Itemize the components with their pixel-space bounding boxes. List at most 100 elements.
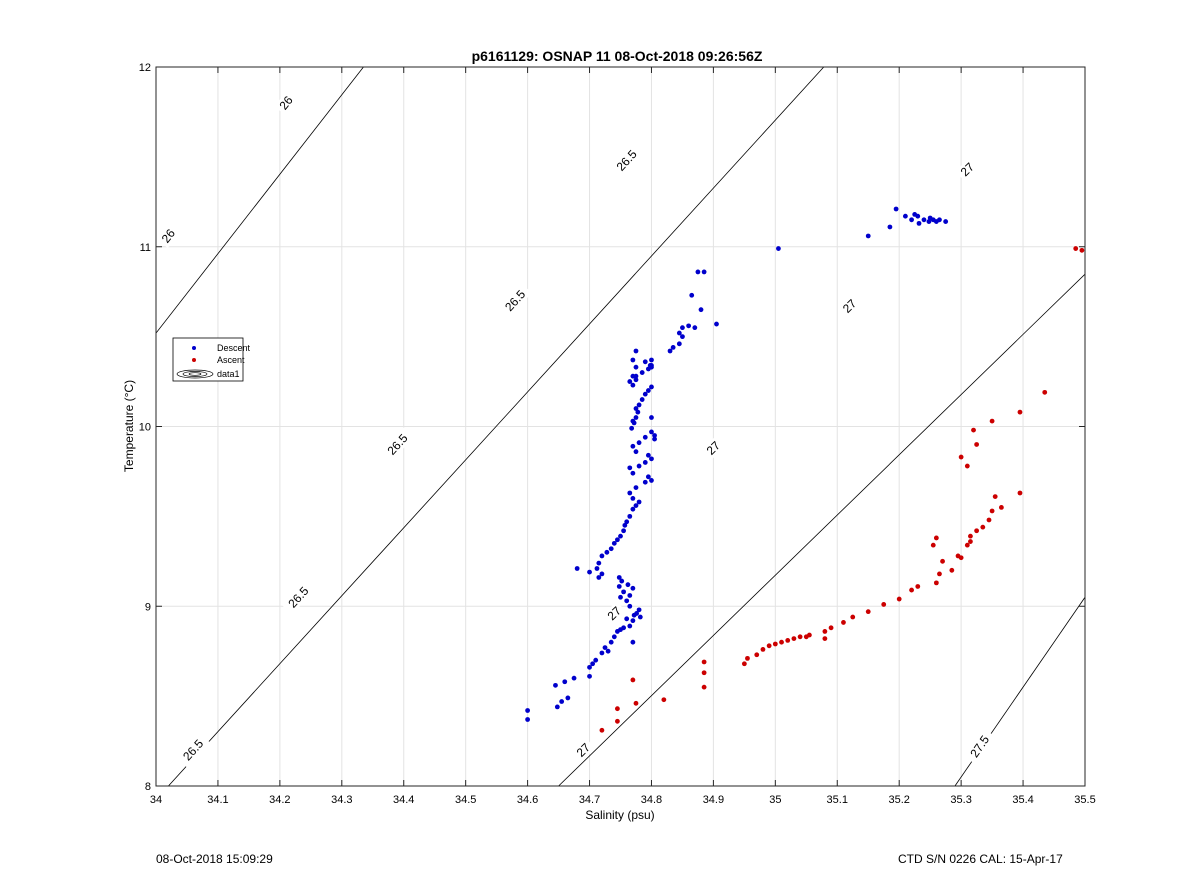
descent-point [633,377,639,383]
descent-point [776,246,781,251]
descent-point [865,233,871,239]
descent-point [615,537,620,543]
descent-point [633,503,639,508]
descent-point [559,699,565,704]
descent-point [636,499,642,505]
descent-point [574,566,580,571]
descent-point [599,571,605,577]
descent-point [630,443,636,449]
ascent-point [933,580,939,586]
descent-point [630,373,636,379]
descent-point [627,623,633,629]
legend-contour-icon [176,369,214,379]
descent-point [642,391,648,397]
contour-label-bg [274,90,298,116]
descent-point [618,594,623,600]
ascent-point [701,670,707,676]
x-tick-label: 34.9 [703,794,724,806]
descent-point [642,479,648,485]
descent-point [634,611,640,616]
descent-point [909,217,914,223]
x-tick-label: 35.1 [827,794,848,806]
descent-point [565,695,571,701]
descent-point [649,415,654,420]
ascent-point [909,587,914,593]
descent-point [616,575,622,580]
descent-point [630,470,636,476]
ascent-point [968,533,973,539]
descent-point [636,402,642,408]
descent-point [676,341,682,347]
descent-point [637,614,643,620]
ascent-point [896,596,902,602]
descent-point [652,433,657,438]
descent-point [937,217,942,223]
descent-point [649,478,654,483]
ascent-point [949,567,955,573]
descent-point [649,364,654,370]
descent-point [630,382,636,388]
ascent-point [754,652,760,658]
descent-point [604,549,610,555]
descent-point [916,220,922,226]
descent-point [562,679,568,685]
descent-point [616,584,622,589]
descent-point [624,616,630,622]
legend-ascent-marker [192,358,196,362]
legend-descent-marker [192,346,196,350]
ascent-point [850,614,856,620]
x-axis-label: Salinity (psu) [585,808,654,822]
ascent-point [615,706,620,712]
ascent-point [615,718,620,724]
x-tick-label: 35.5 [1074,794,1095,806]
ascent-point [633,700,639,706]
descent-point [630,618,636,624]
descent-point [611,540,617,546]
contour-label-bg [701,436,726,461]
ascent-point [986,517,992,523]
descent-point [630,639,636,645]
legend-descent-label: Descent [217,343,251,353]
descent-point [621,625,626,631]
descent-point [645,474,651,480]
descent-point [926,219,932,224]
descent-point [630,585,636,591]
contour-line-26.5 [168,67,825,786]
ascent-point [745,655,750,661]
descent-point [594,566,600,571]
descent-point [624,519,630,525]
descent-point [587,664,592,670]
descent-point [636,440,642,446]
ascent-point [937,571,942,577]
descent-point [692,325,698,331]
contour-label-bg [380,427,415,462]
contour-label-bg [176,732,210,768]
descent-point [608,546,614,552]
descent-point [701,269,707,275]
descent-point [618,533,623,539]
descent-point [590,661,596,667]
ascent-point [806,632,812,638]
descent-point [605,648,611,654]
contour-label-bg [837,294,862,319]
descent-point [680,325,685,331]
x-tick-label: 34.7 [579,794,600,806]
x-tick-label: 35.4 [1012,794,1033,806]
legend-data1-label: data1 [217,369,240,379]
descent-point [627,490,633,496]
ascent-point [915,584,921,589]
footer-timestamp: 08-Oct-2018 15:09:29 [156,852,273,866]
descent-point [621,528,626,534]
ascent-point [964,542,970,548]
descent-point [893,206,899,212]
contour-label-bg [571,738,596,763]
ascent-point [958,454,964,460]
descent-point [915,213,921,219]
x-tick-label: 35.2 [888,794,909,806]
descent-point [639,397,645,402]
ascent-point [958,555,964,561]
ascent-point [974,442,980,447]
ascent-point [822,636,828,642]
x-tick-label: 34 [150,794,162,806]
